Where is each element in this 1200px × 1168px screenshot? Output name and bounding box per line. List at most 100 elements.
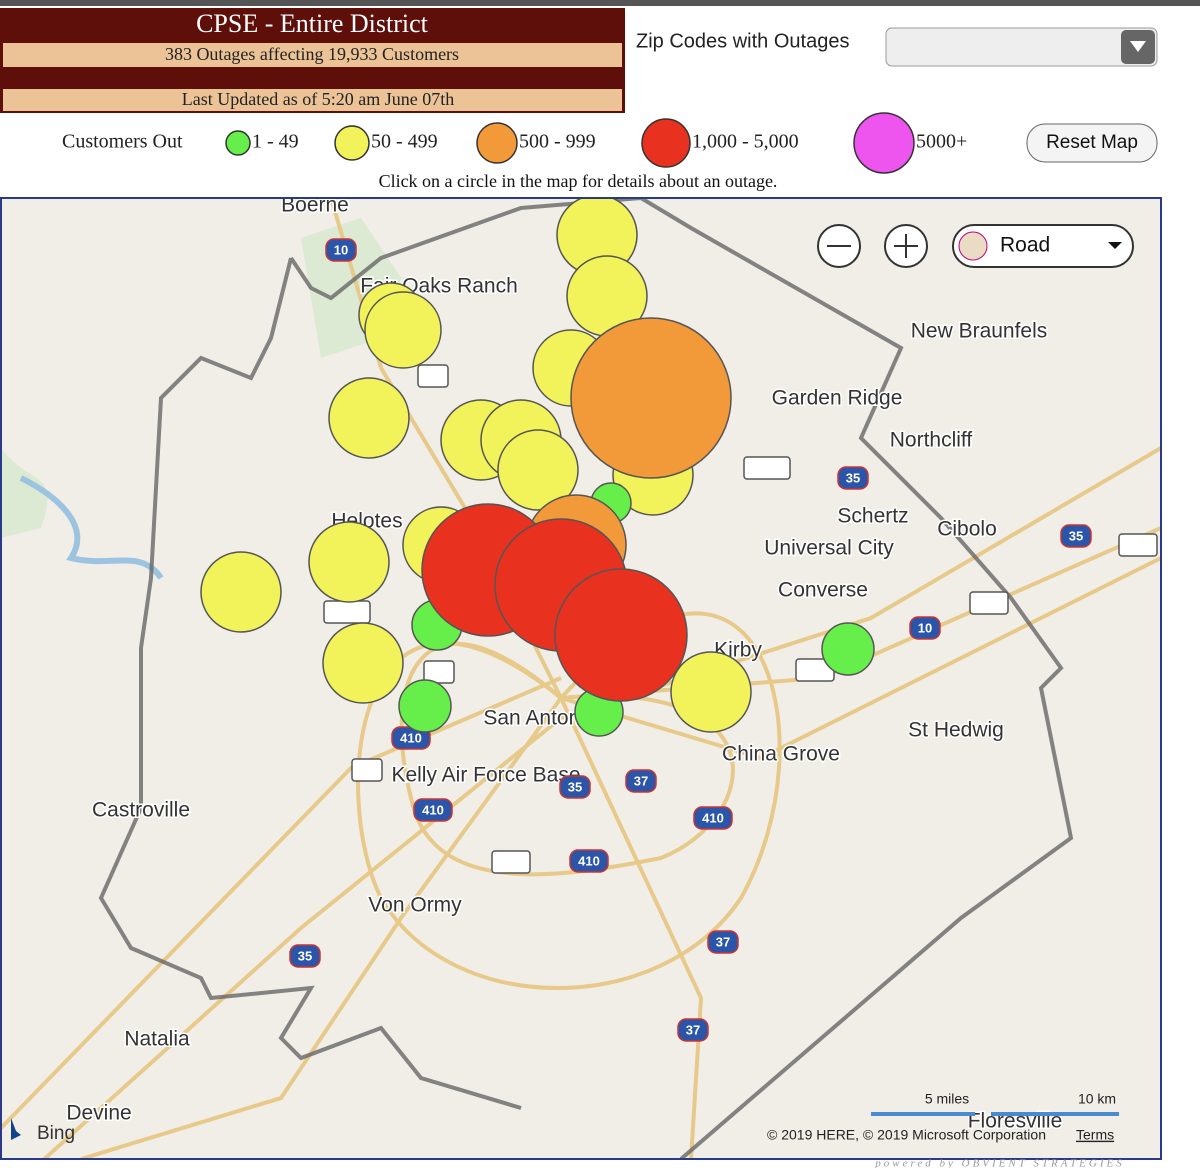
shield-label: 1604 [753,460,783,475]
shield-label: 10 [334,242,348,257]
instruction: Click on a circle in the map for details… [379,171,778,191]
place-label: Devine [66,1102,131,1125]
highway-shield: 37 [707,930,739,954]
bing-logo [11,1118,21,1140]
scale-km: 10 km [1078,1091,1116,1107]
reset-label[interactable]: Reset Map [1046,132,1138,153]
highway-shield: 90 [351,758,383,782]
zip-label: Zip Codes with Outages [636,30,849,52]
shield-label: 37 [716,934,730,949]
shield-label: 1604 [333,604,363,619]
legend-swatch [641,118,691,168]
header-updated: Last Updated as of 5:20 am June 07th [182,89,454,109]
style-box[interactable] [952,224,1134,268]
terms[interactable]: Terms [1076,1127,1114,1143]
highway-shield: 410 [693,806,733,830]
place-label: Von Ormy [368,894,462,917]
shield-label: 410 [400,730,422,745]
outage-circle[interactable] [322,622,404,704]
place-label: Converse [778,579,868,602]
highway-shield: 130 [1118,533,1158,557]
highway-shield: 35 [559,775,591,799]
highway-shield: 35 [837,466,869,490]
scale-bar-km [991,1112,1119,1116]
shield-bg [1060,524,1092,548]
style-icon [958,231,988,261]
legend-label: 1 - 49 [252,131,299,153]
highway-shields: 10 87 1604 35 35 130 130 10 130 16 410 90 35 37 410 410… [289,238,1158,1042]
summary-band [3,43,622,67]
highway-shield: 130 [491,850,531,874]
shield-bg [837,466,869,490]
highway-shield: 1604 [743,456,791,480]
outage-circle[interactable] [570,317,732,479]
shield-label: 410 [702,810,724,825]
legend-swatch [334,125,370,161]
dropdown-box[interactable] [885,27,1158,67]
shield-bg [325,238,357,262]
outage-circle[interactable] [398,679,452,733]
shield-label: 130 [500,854,522,869]
highway-shield: 410 [391,726,431,750]
place-label: Cibolo [937,518,997,541]
reset-button[interactable]: Reset Map [1026,123,1158,163]
outage-circle[interactable] [554,568,688,702]
reset-box[interactable] [1026,123,1158,163]
shield-bg [559,775,591,799]
shield-bg [693,806,733,830]
legend-label: 5000+ [916,131,967,153]
shield-label: 35 [568,779,582,794]
outage-circle[interactable] [328,377,410,459]
outage-circle[interactable] [670,651,752,733]
style-label: Road [1000,234,1050,257]
shield-label: 16 [432,664,446,679]
shield-label: 410 [578,853,600,868]
place-label: Castroville [92,799,190,822]
outage-circle[interactable] [497,429,579,511]
highway-shield: 87 [417,364,449,388]
shield-label: 35 [1069,528,1083,543]
highway-shield: 1604 [323,600,371,624]
outage-circle[interactable] [364,291,442,369]
shield-bg [909,616,941,640]
shield-label: 35 [298,948,312,963]
legend-title: Customers Out [62,131,183,153]
shield-bg [677,1018,709,1042]
header-summary: 383 Outages affecting 19,933 Customers [165,44,459,64]
scale-bar-miles [871,1112,975,1116]
legend-swatch [476,122,518,164]
highway-shield: 37 [625,769,657,793]
shield-bg [417,364,449,388]
zip-dropdown[interactable] [885,27,1158,67]
legend-label: 1,000 - 5,000 [692,131,799,153]
shield-label: 37 [634,773,648,788]
shield-bg [625,769,657,793]
outage-circle[interactable] [821,622,875,676]
highway-shield: 130 [795,658,835,682]
map-style-select[interactable]: Road [952,224,1134,268]
zoom-out[interactable] [817,224,861,268]
highway-shield: 35 [1060,524,1092,548]
shield-label: 10 [918,620,932,635]
outage-circle[interactable] [308,521,390,603]
legend: 1 - 49 50 - 499 500 - 999 1,000 - 5,000 5000… [225,112,967,174]
highway-shield: 37 [677,1018,709,1042]
highway-shield: 16 [423,660,455,684]
place-label: Northcliff [890,429,973,452]
outage-circle[interactable] [200,551,282,633]
shield-label: 90 [360,762,374,777]
highway-shield: 10 [325,238,357,262]
outage-circles [200,198,875,737]
highway-shield: 410 [569,849,609,873]
highway-shield: 410 [413,798,453,822]
highway-shield: 10 [909,616,941,640]
shield-bg [423,660,455,684]
copyright: © 2019 HERE, © 2019 Microsoft Corporatio… [767,1127,1046,1143]
header-title: CPSE - Entire District [196,9,429,38]
zoom-in[interactable] [884,224,928,268]
park-areas [1,218,401,538]
shield-bg [969,591,1009,615]
lake [19,475,164,580]
